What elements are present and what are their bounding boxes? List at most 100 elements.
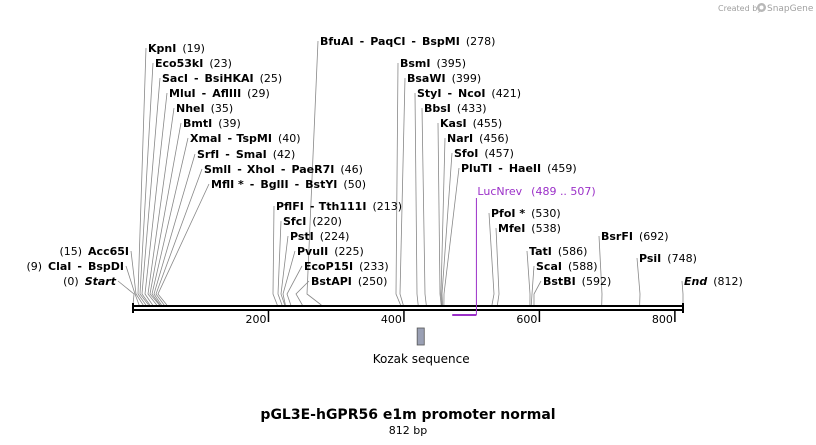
site-leader-line <box>117 280 135 306</box>
site-xmai-tspmi-label[interactable]: XmaI - TspMI (40) <box>190 132 301 145</box>
site-sfci-label[interactable]: SfcI (220) <box>283 215 342 228</box>
enzyme-name: SacI <box>162 72 188 85</box>
enzyme-name: MfeI <box>498 222 525 235</box>
enzyme-name: ScaI <box>536 260 562 273</box>
site-label-text: BstAPI (250) <box>311 275 387 288</box>
site-scai-label[interactable]: ScaI (588) <box>536 260 598 273</box>
site-label-text: PsiI (748) <box>639 252 697 265</box>
enzyme-name: BspMI <box>422 35 460 48</box>
site-position: (23) <box>209 57 232 70</box>
site-position: (0) <box>63 275 79 288</box>
primer-lucnrev[interactable]: LucNrev (489 .. 507) <box>452 185 596 316</box>
site-position: (421) <box>491 87 521 100</box>
enzyme-name: BfuAI <box>320 35 354 48</box>
site-bsmi-label[interactable]: BsmI (395) <box>400 57 466 70</box>
site-saci-bsihkai-label[interactable]: SacI - BsiHKAI (25) <box>162 72 282 85</box>
map-title: pGL3E-hGPR56 e1m promoter normal <box>260 407 555 423</box>
site-left-label[interactable]: (15) Acc65I <box>59 245 129 258</box>
site-nari-label[interactable]: NarI (456) <box>447 132 509 145</box>
site-leader-line <box>681 280 684 305</box>
enzyme-name: BglII <box>260 178 288 191</box>
site-pflfi-tth111i-label[interactable]: PflFI - Tth111I (213) <box>276 200 402 213</box>
enzyme-name: SfcI <box>283 215 306 228</box>
site-eco53ki-label[interactable]: Eco53kI (23) <box>155 57 232 70</box>
site-srfi-smai-label[interactable]: SrfI - SmaI (42) <box>197 148 295 161</box>
sequence-backbone <box>132 303 684 313</box>
site-tati-label[interactable]: TatI (586) <box>529 245 587 258</box>
site-label-text: BstBI (592) <box>543 275 611 288</box>
enzyme-name: NheI <box>176 102 205 115</box>
site-styi-ncoi-label[interactable]: StyI - NcoI (421) <box>417 87 521 100</box>
site-label-text: BsrFI (692) <box>601 230 669 243</box>
site-bbsi-label[interactable]: BbsI (433) <box>424 102 487 115</box>
site-leader-line <box>125 265 140 306</box>
enzyme-name: BstYI <box>305 178 337 191</box>
site-kpni-label[interactable]: KpnI (19) <box>148 42 205 55</box>
site-nhei-label[interactable]: NheI (35) <box>176 102 233 115</box>
enzyme-name: KasI <box>440 117 467 130</box>
site-bstbi-label[interactable]: BstBI (592) <box>543 275 611 288</box>
enzyme-name: SmlI <box>204 163 231 176</box>
enzyme-name: BsaWI <box>407 72 446 85</box>
separator: - <box>360 35 365 48</box>
site-pfoi-label[interactable]: PfoI * (530) <box>491 207 561 220</box>
map-length-label: 812 bp <box>389 424 427 437</box>
site-mlui-afliii-label[interactable]: MluI - AflIII (29) <box>169 87 270 100</box>
enzyme-name: BspDI <box>88 260 124 273</box>
site-bsawi-label[interactable]: BsaWI (399) <box>407 72 481 85</box>
feature-label: Kozak sequence <box>373 352 470 366</box>
site-bmti-label[interactable]: BmtI (39) <box>183 117 241 130</box>
site-label-text: NarI (456) <box>447 132 509 145</box>
separator: - <box>227 132 231 145</box>
site-kasi-label[interactable]: KasI (455) <box>440 117 502 130</box>
separator: - <box>310 200 314 213</box>
enzyme-name: BsrFI <box>601 230 633 243</box>
enzyme-name: PluTI <box>461 162 492 175</box>
primer-range: (489 .. 507) <box>531 185 596 198</box>
ruler-ticks: 200 400 600 800 <box>245 311 676 326</box>
site-mfei-label[interactable]: MfeI (538) <box>498 222 561 235</box>
site-position: (459) <box>547 162 577 175</box>
enzyme-name: Eco53kI <box>155 57 203 70</box>
site-label-text: MflI * - BglII - BstYI (50) <box>211 178 366 191</box>
site-leader-line <box>141 77 161 306</box>
site-position: (433) <box>457 102 487 115</box>
enzyme-name: BsmI <box>400 57 431 70</box>
feature-kozak-sequence[interactable]: Kozak sequence <box>373 327 470 366</box>
site-leader-line <box>295 280 310 306</box>
site-sfoi-label[interactable]: SfoI (457) <box>454 147 514 160</box>
site-label-text: KasI (455) <box>440 117 502 130</box>
site-mfli-bglii-bstyi-label[interactable]: MflI * - BglII - BstYI (50) <box>211 178 366 191</box>
site-leader-line <box>147 107 175 306</box>
enzyme-name: ClaI <box>48 260 71 273</box>
site-pvuii-label[interactable]: PvuII (225) <box>297 245 364 258</box>
site-left-label[interactable]: (9) ClaI - BspDI <box>26 260 124 273</box>
site-end-label[interactable]: End (812) <box>684 275 743 288</box>
site-left-label[interactable]: (0) Start <box>63 275 117 288</box>
site-position: (220) <box>312 215 342 228</box>
site-position: (812) <box>713 275 743 288</box>
site-position: (588) <box>568 260 598 273</box>
site-leader-line <box>139 62 154 306</box>
site-bsrfi-label[interactable]: BsrFI (692) <box>601 230 669 243</box>
site-label-text: (15) Acc65I <box>59 245 129 258</box>
site-bstapi-label[interactable]: BstAPI (250) <box>311 275 387 288</box>
ruler-tick-label: 200 <box>245 313 266 326</box>
site-leader-line <box>441 152 453 306</box>
site-label-text: StyI - NcoI (421) <box>417 87 521 100</box>
site-position: (530) <box>531 207 561 220</box>
site-position: (586) <box>558 245 588 258</box>
site-bfuai-paqci-bspmi-label[interactable]: BfuAI - PaqCI - BspMI (278) <box>320 35 495 48</box>
snapgene-logo-icon <box>757 3 766 12</box>
site-label-text: PstI (224) <box>290 230 349 243</box>
site-ecop15i-label[interactable]: EcoP15I (233) <box>304 260 389 273</box>
enzyme-name: PvuII <box>297 245 328 258</box>
site-smli-xhoi-paer7i-label[interactable]: SmlI - XhoI - PaeR7I (46) <box>204 163 363 176</box>
site-leader-line <box>530 265 535 306</box>
site-pluti-haeii-label[interactable]: PluTI - HaeII (459) <box>461 162 577 175</box>
site-psti-label[interactable]: PstI (224) <box>290 230 349 243</box>
site-psii-label[interactable]: PsiI (748) <box>639 252 697 265</box>
site-label-text: MfeI (538) <box>498 222 561 235</box>
site-position: (213) <box>372 200 402 213</box>
ruler-tick-label: 400 <box>381 313 402 326</box>
